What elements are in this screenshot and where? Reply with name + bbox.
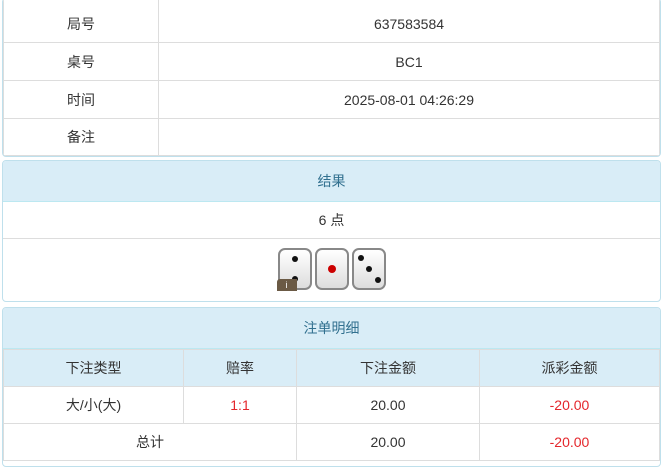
odds: 1:1 xyxy=(183,386,297,424)
total-payout: -20.00 xyxy=(479,423,660,461)
value xyxy=(158,118,660,156)
info-row-table: 桌号 BC1 xyxy=(3,42,660,81)
value: BC1 xyxy=(158,42,660,81)
bet-amount: 20.00 xyxy=(296,386,480,424)
table-row: 大/小(大) 1:1 20.00 -20.00 xyxy=(3,386,660,424)
col-odds: 赔率 xyxy=(183,349,297,387)
col-bet-type: 下注类型 xyxy=(3,349,184,387)
result-points: 6 点 xyxy=(3,202,660,239)
value: 637583584 xyxy=(158,0,660,43)
label: 备注 xyxy=(3,118,159,156)
result-title: 结果 xyxy=(3,161,660,202)
total-row: 总计 20.00 -20.00 xyxy=(3,423,660,461)
col-payout: 派彩金额 xyxy=(479,349,660,387)
die-1-icon xyxy=(314,248,349,290)
dice-row: i xyxy=(3,239,660,301)
label: 时间 xyxy=(3,80,159,119)
die-2-icon: i xyxy=(276,248,312,291)
label: 局号 xyxy=(3,0,159,43)
info-row-remark: 备注 xyxy=(3,118,660,156)
round-info-panel: 局号 637583584 桌号 BC1 时间 2025-08-01 04:26:29 … xyxy=(2,0,661,157)
info-row-time: 时间 2025-08-01 04:26:29 xyxy=(3,80,660,119)
bet-type: 大/小(大) xyxy=(3,386,184,424)
total-label: 总计 xyxy=(3,423,297,461)
bet-details-title: 注单明细 xyxy=(3,308,660,349)
total-amount: 20.00 xyxy=(296,423,480,461)
info-row-round: 局号 637583584 xyxy=(3,0,660,43)
col-bet-amount: 下注金额 xyxy=(296,349,480,387)
label: 桌号 xyxy=(3,42,159,81)
value: 2025-08-01 04:26:29 xyxy=(158,80,660,119)
result-panel: 结果 6 点 i xyxy=(2,160,661,302)
info-icon[interactable]: i xyxy=(276,279,297,291)
bet-details-panel: 注单明细 下注类型 赔率 下注金额 派彩金额 大/小(大) 1:1 20.00 … xyxy=(2,307,661,467)
die-3-icon xyxy=(351,248,386,290)
payout: -20.00 xyxy=(479,386,660,424)
table-header: 下注类型 赔率 下注金额 派彩金额 xyxy=(3,349,660,387)
